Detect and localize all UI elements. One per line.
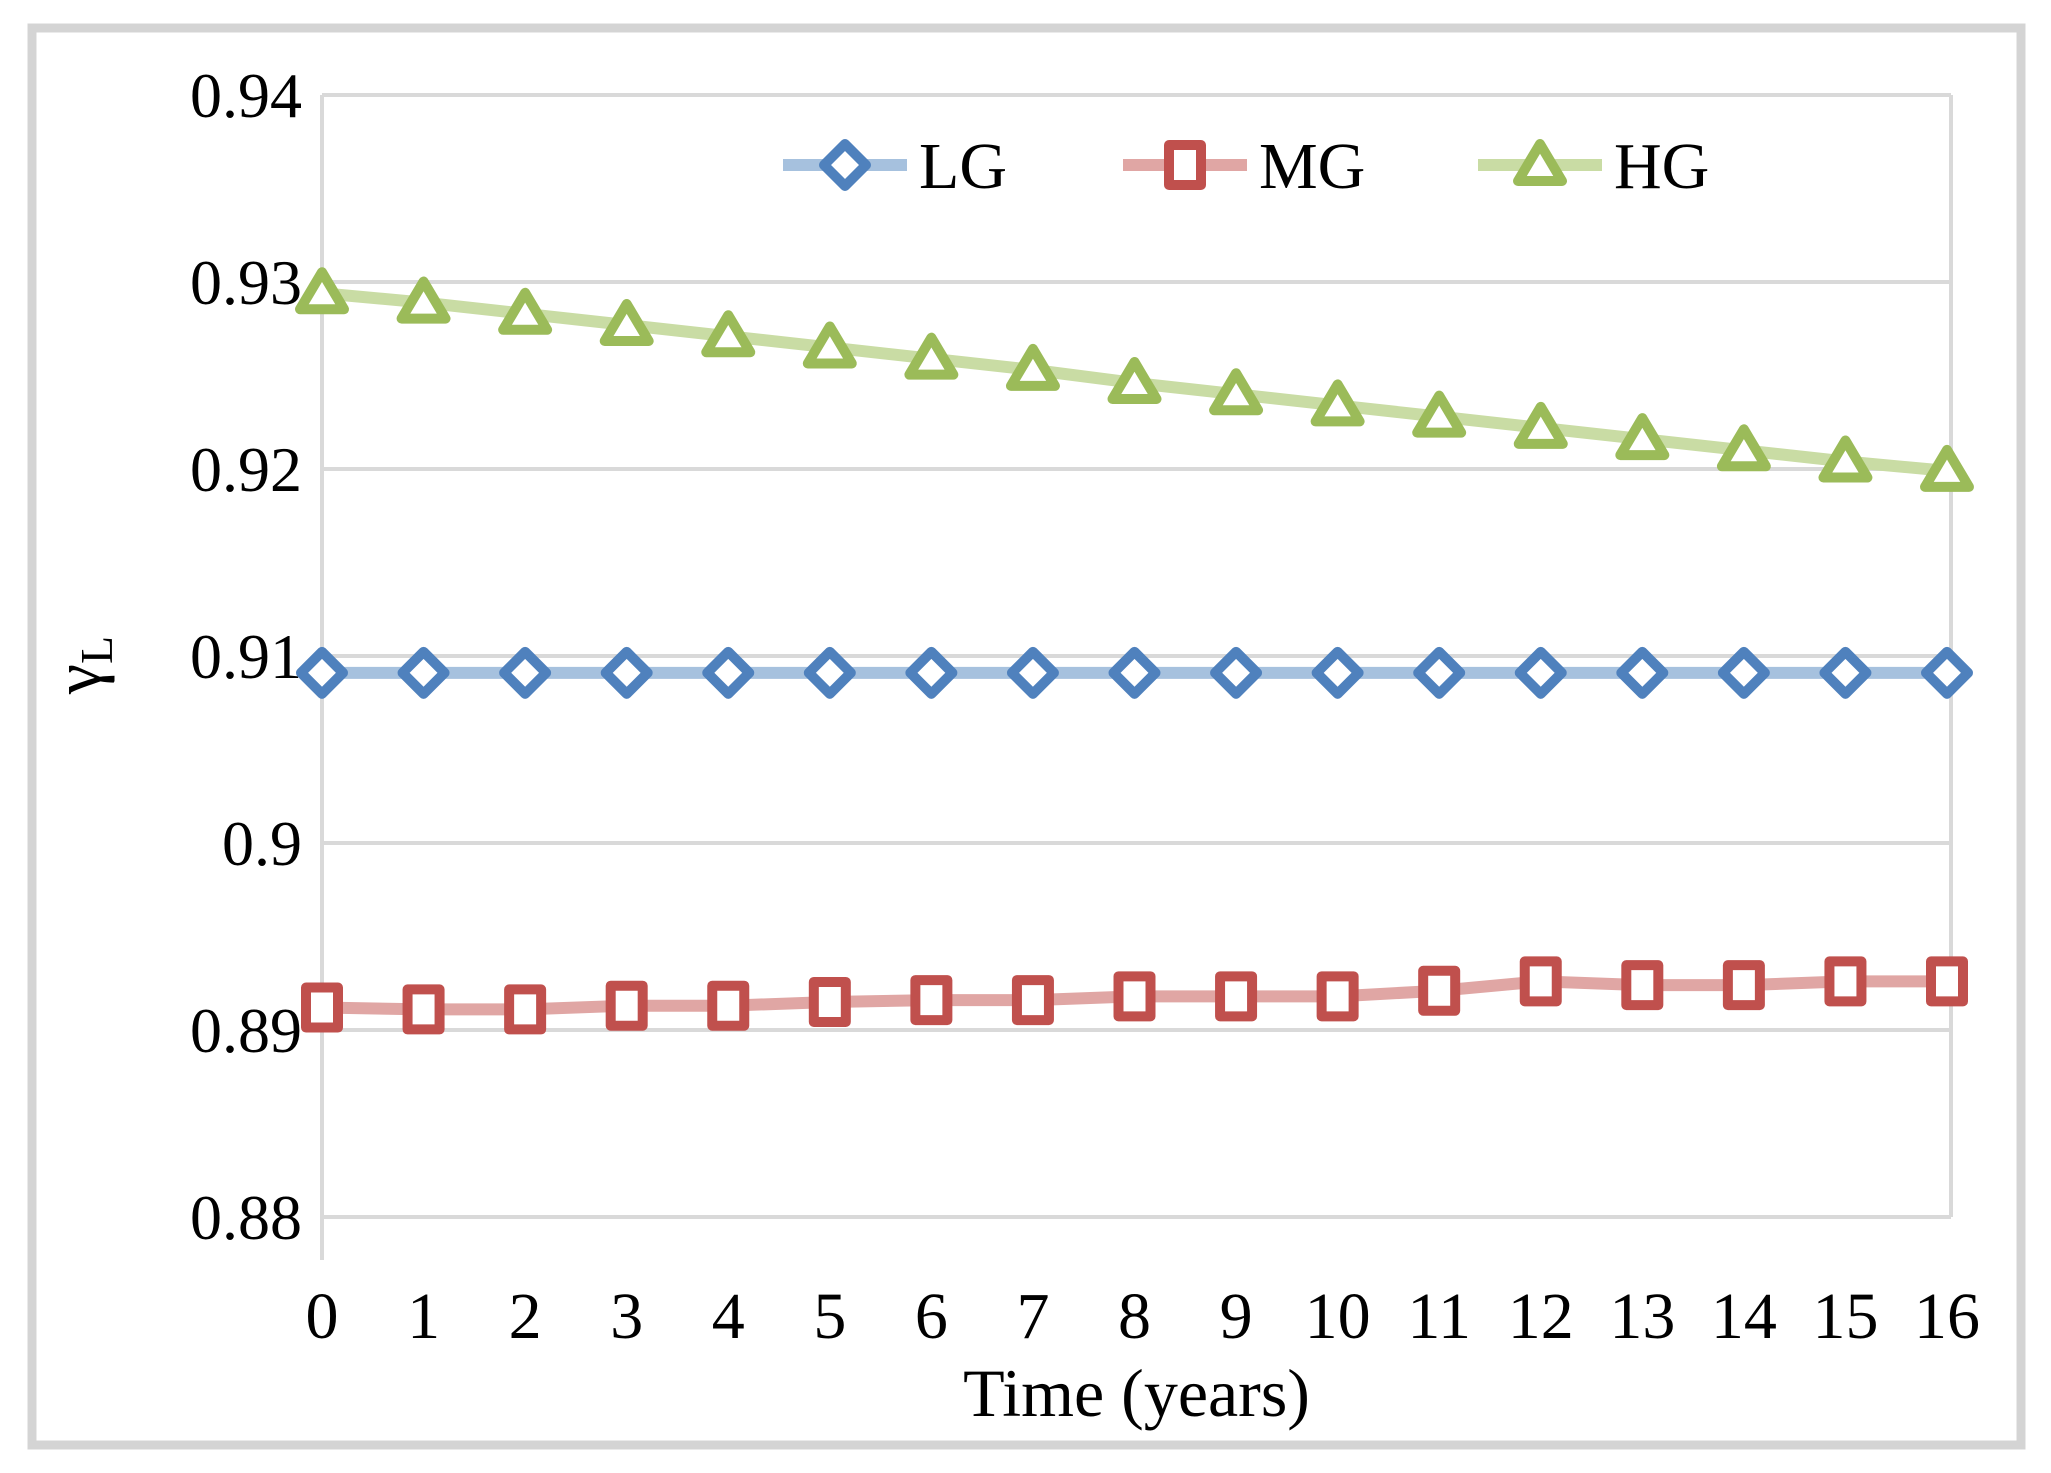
y-tick-label-0.88: 0.88 [190,1182,302,1253]
marker-hg-5 [802,321,857,369]
marker-mg-3 [605,980,648,1031]
series-mg [301,956,1968,1035]
y-axis-title: γL [39,636,122,695]
marker-lg-16 [1921,646,1973,699]
marker-mg-14 [1722,960,1765,1011]
marker-lg-0 [296,646,348,699]
y-tick-label-0.89: 0.89 [190,995,302,1066]
x-tick-label-11: 11 [1407,1280,1471,1353]
marker-hg-6 [904,332,959,380]
x-tick-label-10: 10 [1305,1280,1371,1353]
marker-hg-2 [498,287,553,335]
marker-mg-16 [1926,956,1968,1007]
marker-lg-8 [1108,646,1161,699]
y-tick-label-0.9: 0.9 [222,808,302,879]
legend-item-mg: MG [1123,130,1365,203]
marker-lg-14 [1717,646,1770,699]
marker-hg-0 [295,267,349,315]
marker-mg-7 [1011,975,1054,1026]
marker-mg-12 [1519,956,1562,1007]
marker-hg-9 [1209,368,1264,416]
y-tick-label-0.93: 0.93 [190,247,302,318]
legend: LG MG HG [783,130,1709,203]
marker-mg-9 [1215,971,1258,1022]
series-lg [296,646,1973,699]
x-tick-label-0: 0 [306,1280,339,1353]
legend-marker-hg [1513,139,1567,186]
marker-hg-10 [1310,379,1365,427]
x-tick-label-2: 2 [509,1280,542,1353]
marker-hg-7 [1005,343,1060,391]
legend-marker-mg [1164,140,1206,190]
legend-marker-lg [819,139,871,191]
marker-hg-16 [1920,444,1974,492]
marker-hg-12 [1513,401,1568,449]
x-tick-label-3: 3 [610,1280,643,1353]
marker-mg-0 [301,982,343,1033]
marker-lg-10 [1311,646,1364,699]
x-tick-label-14: 14 [1711,1280,1777,1353]
marker-lg-12 [1514,646,1567,699]
figure-border [27,23,2026,1450]
marker-hg-13 [1615,413,1670,461]
marker-hg-1 [396,276,451,324]
marker-lg-4 [702,646,755,699]
marker-hg-4 [701,310,756,358]
marker-mg-13 [1621,960,1664,1011]
x-tick-label-12: 12 [1508,1280,1574,1353]
marker-lg-11 [1413,646,1466,699]
marker-mg-8 [1113,971,1156,1022]
marker-lg-15 [1819,646,1872,699]
marker-mg-2 [504,984,547,1035]
marker-lg-7 [1006,646,1059,699]
marker-mg-11 [1418,965,1461,1016]
series-hg [295,267,1974,492]
x-tick-label-1: 1 [407,1280,440,1353]
y-tick-label-0.94: 0.94 [190,60,302,131]
marker-mg-1 [402,984,445,1035]
x-tick-label-16: 16 [1914,1280,1980,1353]
marker-mg-10 [1316,971,1359,1022]
marker-lg-5 [803,646,856,699]
x-tick-label-6: 6 [915,1280,948,1353]
x-tick-label-15: 15 [1812,1280,1878,1353]
marker-lg-9 [1210,646,1263,699]
x-axis-title: Time (years) [963,1355,1310,1431]
marker-lg-1 [397,646,450,699]
legend-item-hg: HG [1478,130,1709,203]
x-tick-label-8: 8 [1118,1280,1151,1353]
legend-label-mg: MG [1259,130,1365,203]
marker-lg-2 [499,646,552,699]
marker-lg-6 [905,646,958,699]
legend-item-lg: LG [783,130,1007,203]
legend-label-lg: LG [919,130,1007,203]
marker-mg-4 [707,980,750,1031]
legend-label-hg: HG [1614,130,1709,203]
marker-hg-3 [599,299,654,347]
marker-lg-13 [1616,646,1669,699]
x-tick-label-4: 4 [712,1280,745,1353]
marker-mg-5 [808,976,851,1027]
x-tick-label-9: 9 [1220,1280,1253,1353]
marker-hg-14 [1716,424,1771,472]
marker-hg-11 [1412,390,1467,438]
marker-mg-6 [910,975,953,1026]
x-tick-label-13: 13 [1609,1280,1675,1353]
y-tick-label-0.91: 0.91 [190,621,302,692]
marker-hg-15 [1818,435,1873,483]
x-tick-label-5: 5 [813,1280,846,1353]
y-tick-label-0.92: 0.92 [190,434,302,505]
marker-mg-15 [1824,956,1867,1007]
marker-hg-8 [1107,356,1162,404]
x-tick-label-7: 7 [1016,1280,1049,1353]
marker-lg-3 [600,646,653,699]
